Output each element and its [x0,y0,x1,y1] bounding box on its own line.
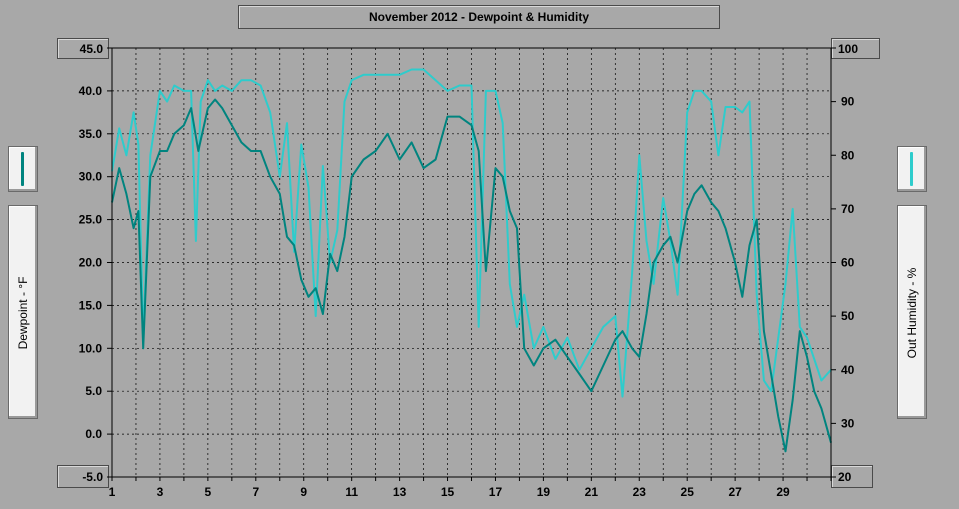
y-left-tick-label: 0.0 [85,427,102,441]
x-tick-label: 5 [205,485,212,499]
x-tick-label: 23 [633,485,647,499]
humidity-swatch [910,152,913,186]
dewpoint-axis-panel: Dewpoint - °F [8,205,38,419]
humidity-series-line [111,68,832,398]
x-tick-label: 29 [776,485,790,499]
x-tick-label: 11 [345,485,358,499]
y-right-tick-label: 70 [841,202,855,216]
y-left-tick-label: 20.0 [79,256,103,270]
x-tick-label: 17 [489,485,503,499]
y-left-tick-label: 5.0 [85,384,102,398]
y-right-tick-label: 50 [841,309,855,323]
y-right-tick-label: 60 [841,256,855,270]
y-right-tick-label: 30 [841,416,855,430]
chart-title: November 2012 - Dewpoint & Humidity [238,5,720,29]
y-right-tick-label: 80 [841,148,855,162]
dewpoint-legend-swatch-panel [8,146,38,192]
y-left-tick-label: 25.0 [79,213,103,227]
dewpoint-swatch [21,152,24,186]
plot-frame [111,47,832,478]
series-layer [111,68,832,453]
humidity-axis-panel: Out Humidity - % [897,205,927,419]
x-tick-label: 3 [157,485,164,499]
y-left-tick-label: 35.0 [79,127,103,141]
x-tick-label: 21 [585,485,599,499]
x-tick-label: 9 [300,485,307,499]
x-tick-label: 19 [537,485,551,499]
x-tick-label: 15 [441,485,455,499]
y-left-tick-label: 40.0 [79,84,103,98]
right-axis-ticks: 90 80 70 60 50 40 30 [831,47,855,478]
x-tick-label: 7 [252,485,259,499]
y-left-tick-label: 15.0 [79,298,103,312]
y-left-tick-label: 10.0 [79,341,103,355]
x-tick-label: 13 [393,485,407,499]
x-axis-ticks: 1 3 5 7 9 11 13 15 17 19 21 23 25 27 29 [109,477,832,499]
x-tick-label: 27 [728,485,742,499]
x-tick-label: 1 [109,485,116,499]
dewpoint-series-line [111,98,832,453]
y-left-tick-label: 30.0 [79,170,103,184]
y-right-tick-label: 90 [841,95,855,109]
y-right-tick-label: 40 [841,363,855,377]
left-axis-ticks: 40.0 35.0 30.0 25.0 20.0 15.0 10.0 5.0 0.0 [79,47,112,478]
humidity-legend-swatch-panel [897,146,927,192]
x-tick-label: 25 [681,485,695,499]
